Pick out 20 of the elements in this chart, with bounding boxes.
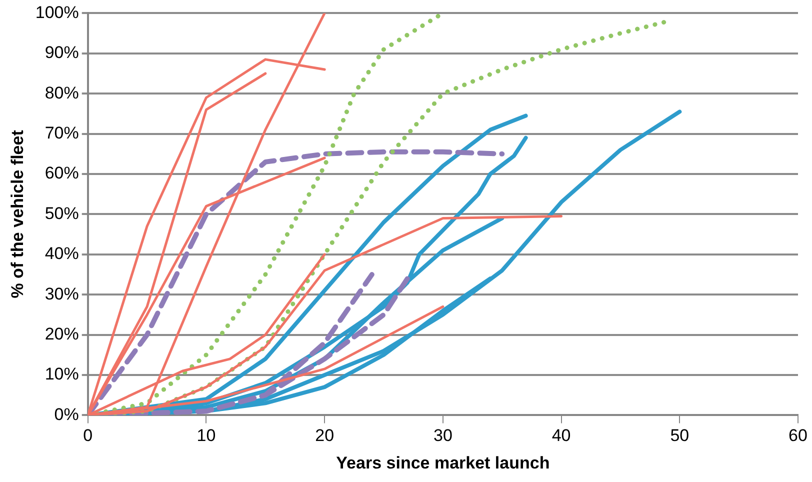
- y-tick-label: 30%: [44, 284, 79, 304]
- y-tick-label: 80%: [44, 83, 79, 102]
- x-tick-label: 10: [196, 426, 216, 446]
- y-tick-label: 40%: [44, 244, 79, 264]
- y-tick-label: 0%: [54, 404, 79, 424]
- y-tick-label: 10%: [44, 364, 79, 384]
- x-tick-label: 40: [552, 426, 571, 446]
- y-tick-label: 50%: [44, 204, 79, 223]
- x-tick-label: 30: [433, 426, 452, 446]
- y-tick-label: 100%: [35, 2, 79, 22]
- x-axis-title: Years since market launch: [336, 453, 550, 472]
- x-tick-label: 20: [315, 426, 334, 446]
- y-tick-label: 60%: [44, 164, 79, 183]
- x-tick-label: 50: [670, 426, 690, 446]
- y-tick-label: 70%: [44, 123, 79, 142]
- x-tick-label: 60: [788, 426, 808, 446]
- y-axis-title: % of the vehicle fleet: [8, 130, 27, 298]
- y-tick-label: 20%: [44, 324, 79, 344]
- y-tick-label: 90%: [44, 43, 79, 62]
- x-tick-label: 0: [83, 426, 93, 446]
